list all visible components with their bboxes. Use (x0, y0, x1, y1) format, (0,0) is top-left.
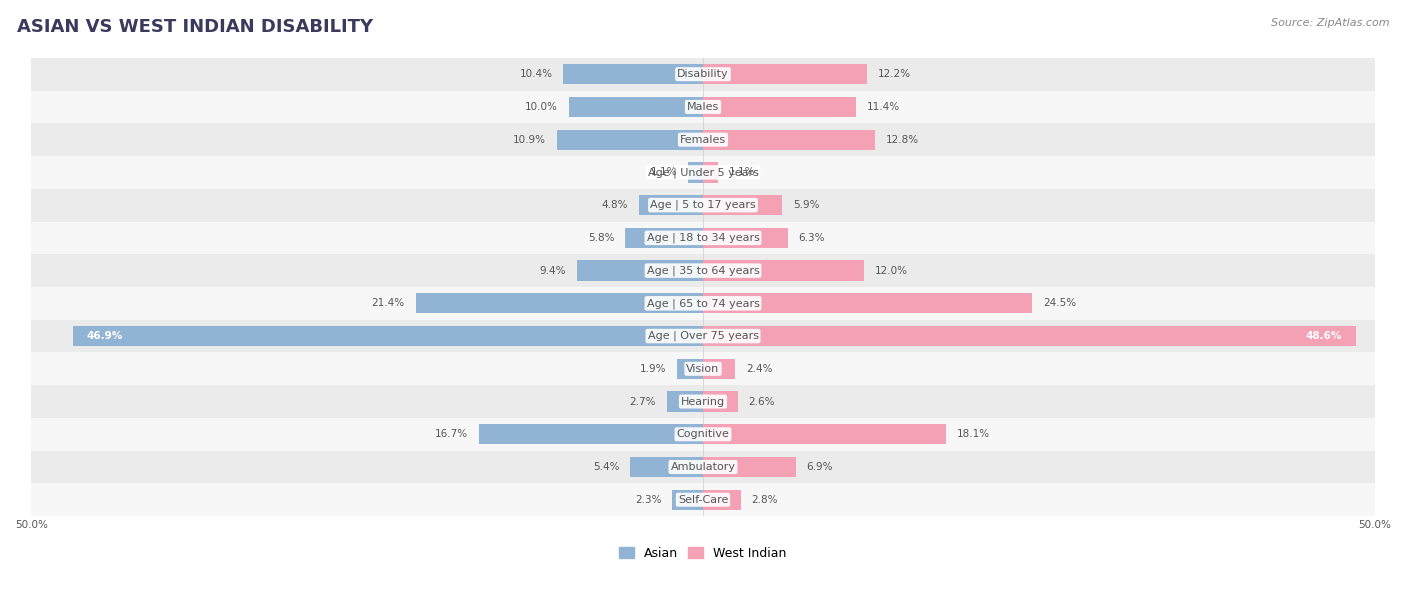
Text: Age | Over 75 years: Age | Over 75 years (648, 331, 758, 341)
Bar (678, 359, 703, 379)
Bar (703, 293, 1032, 313)
Bar (638, 195, 703, 215)
Text: Hearing: Hearing (681, 397, 725, 406)
Text: 5.4%: 5.4% (593, 462, 620, 472)
Bar (416, 293, 703, 313)
Bar (564, 64, 703, 84)
Bar (703, 64, 868, 84)
Text: 1.1%: 1.1% (651, 168, 678, 177)
Text: 2.4%: 2.4% (747, 364, 772, 374)
Text: Males: Males (688, 102, 718, 112)
Text: 5.9%: 5.9% (793, 200, 820, 210)
Text: 12.8%: 12.8% (886, 135, 918, 144)
Text: 21.4%: 21.4% (371, 298, 405, 308)
Text: 10.4%: 10.4% (520, 69, 553, 79)
Text: Age | 35 to 64 years: Age | 35 to 64 years (647, 266, 759, 276)
Bar (568, 97, 703, 117)
Bar (626, 228, 703, 248)
Text: 1.9%: 1.9% (640, 364, 666, 374)
Text: 10.0%: 10.0% (524, 102, 558, 112)
Text: 2.3%: 2.3% (636, 494, 661, 505)
Text: 2.6%: 2.6% (748, 397, 775, 406)
Bar (703, 130, 875, 150)
Text: Source: ZipAtlas.com: Source: ZipAtlas.com (1271, 18, 1389, 28)
Bar (31, 188, 1375, 222)
Bar (557, 130, 703, 150)
Text: Age | Under 5 years: Age | Under 5 years (648, 167, 758, 177)
Bar (31, 450, 1375, 483)
Text: 16.7%: 16.7% (434, 429, 468, 439)
Bar (672, 490, 703, 510)
Text: 18.1%: 18.1% (957, 429, 990, 439)
Text: 12.2%: 12.2% (877, 69, 911, 79)
Bar (703, 392, 738, 412)
Bar (31, 385, 1375, 418)
Bar (666, 392, 703, 412)
Text: ASIAN VS WEST INDIAN DISABILITY: ASIAN VS WEST INDIAN DISABILITY (17, 18, 373, 36)
Text: 11.4%: 11.4% (868, 102, 900, 112)
Legend: Asian, West Indian: Asian, West Indian (614, 542, 792, 565)
Bar (703, 228, 787, 248)
Text: Age | 5 to 17 years: Age | 5 to 17 years (650, 200, 756, 211)
Text: 46.9%: 46.9% (87, 331, 122, 341)
Text: Disability: Disability (678, 69, 728, 79)
Text: 12.0%: 12.0% (875, 266, 908, 275)
Text: 2.7%: 2.7% (630, 397, 657, 406)
Text: Cognitive: Cognitive (676, 429, 730, 439)
Bar (31, 353, 1375, 385)
Text: Self-Care: Self-Care (678, 494, 728, 505)
Bar (31, 287, 1375, 319)
Text: Females: Females (681, 135, 725, 144)
Text: 5.8%: 5.8% (588, 233, 614, 243)
Bar (703, 195, 782, 215)
Bar (31, 123, 1375, 156)
Bar (703, 457, 796, 477)
Text: Vision: Vision (686, 364, 720, 374)
Bar (478, 424, 703, 444)
Bar (31, 222, 1375, 254)
Bar (703, 490, 741, 510)
Bar (31, 319, 1375, 353)
Text: Age | 18 to 34 years: Age | 18 to 34 years (647, 233, 759, 243)
Bar (703, 97, 856, 117)
Text: 6.9%: 6.9% (807, 462, 832, 472)
Bar (703, 359, 735, 379)
Text: 9.4%: 9.4% (540, 266, 567, 275)
Text: Age | 65 to 74 years: Age | 65 to 74 years (647, 298, 759, 308)
Bar (703, 326, 1355, 346)
Bar (31, 254, 1375, 287)
Bar (31, 156, 1375, 188)
Text: 48.6%: 48.6% (1306, 331, 1343, 341)
Bar (703, 261, 865, 281)
Text: 24.5%: 24.5% (1043, 298, 1076, 308)
Text: Ambulatory: Ambulatory (671, 462, 735, 472)
Text: 1.1%: 1.1% (728, 168, 755, 177)
Text: 10.9%: 10.9% (513, 135, 546, 144)
Bar (73, 326, 703, 346)
Text: 4.8%: 4.8% (602, 200, 628, 210)
Bar (576, 261, 703, 281)
Text: 6.3%: 6.3% (799, 233, 825, 243)
Bar (31, 418, 1375, 450)
Bar (688, 162, 703, 182)
Bar (703, 424, 946, 444)
Bar (703, 162, 718, 182)
Bar (31, 58, 1375, 91)
Bar (630, 457, 703, 477)
Bar (31, 483, 1375, 516)
Bar (31, 91, 1375, 123)
Text: 2.8%: 2.8% (751, 494, 778, 505)
